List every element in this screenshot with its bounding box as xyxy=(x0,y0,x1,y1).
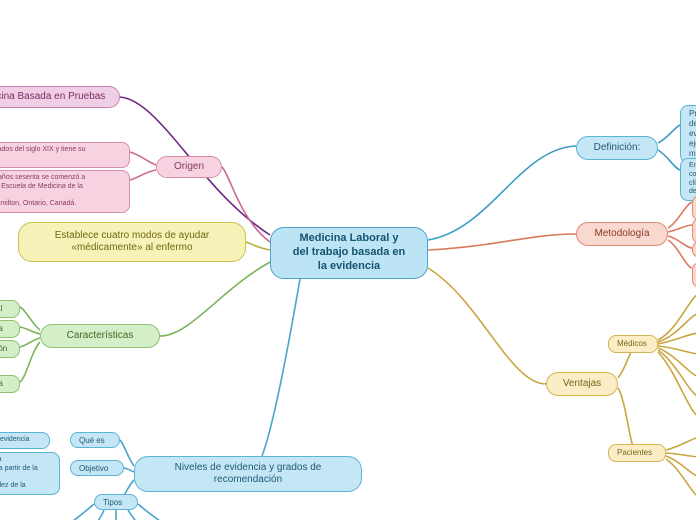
mindmap-node: Medicina Laboral y del trabajo basada en… xyxy=(270,227,428,279)
mindmap-node: evidencia xyxy=(0,320,20,338)
mindmap-node: Aplicación de las conclusiones de esta e… xyxy=(692,262,696,288)
mindmap-node: Tipos xyxy=(94,494,138,510)
mindmap-node: Objetivo xyxy=(70,460,124,476)
mindmap-node: una determinada recomendación a partir d… xyxy=(0,452,60,495)
mindmap-node: Proceso cuyo objetivo es el de obtener y… xyxy=(680,105,696,163)
mindmap-node: Formular de manera precisa una pregunta … xyxy=(692,195,696,221)
mindmap-node: Establece cuatro modos de ayudar «médica… xyxy=(18,222,246,262)
mindmap-node: Definición: xyxy=(576,136,658,160)
mindmap-node: Ventajas xyxy=(546,372,618,396)
mindmap-node: Qué es xyxy=(70,432,120,448)
mindmap-nodes: Medicina Laboral y del trabajo basada en… xyxy=(0,0,696,520)
mindmap-node: En palabras de David Sackett, "la MBE es… xyxy=(680,158,696,201)
mindmap-node: Evaluación crítica de la evidencia xyxy=(692,241,696,258)
mindmap-node: Localizar las pruebas disponibles en la … xyxy=(692,218,696,244)
mindmap-node: Origen xyxy=(156,156,222,178)
mindmap-node: Médicos xyxy=(608,335,658,353)
mindmap-node: Características xyxy=(40,324,160,348)
mindmap-node: Medicina Basada en Pruebas xyxy=(0,86,120,108)
mindmap-node: Metodología xyxy=(576,222,668,246)
mindmap-node: A finales de los años sesenta se comenzó… xyxy=(0,170,130,213)
mindmap-node: remonta a mediados del siglo XIX y tiene… xyxy=(0,142,130,168)
mindmap-node: Niveles de evidencia y grados de recomen… xyxy=(134,456,362,492)
mindmap-node: individual xyxy=(0,300,20,318)
mindmap-node: evaluación xyxy=(0,340,20,358)
mindmap-node: evidencia xyxy=(0,375,20,393)
mindmap-node: Pacientes xyxy=(608,444,666,462)
mindmap-node: valoración de la evidencia xyxy=(0,432,50,449)
